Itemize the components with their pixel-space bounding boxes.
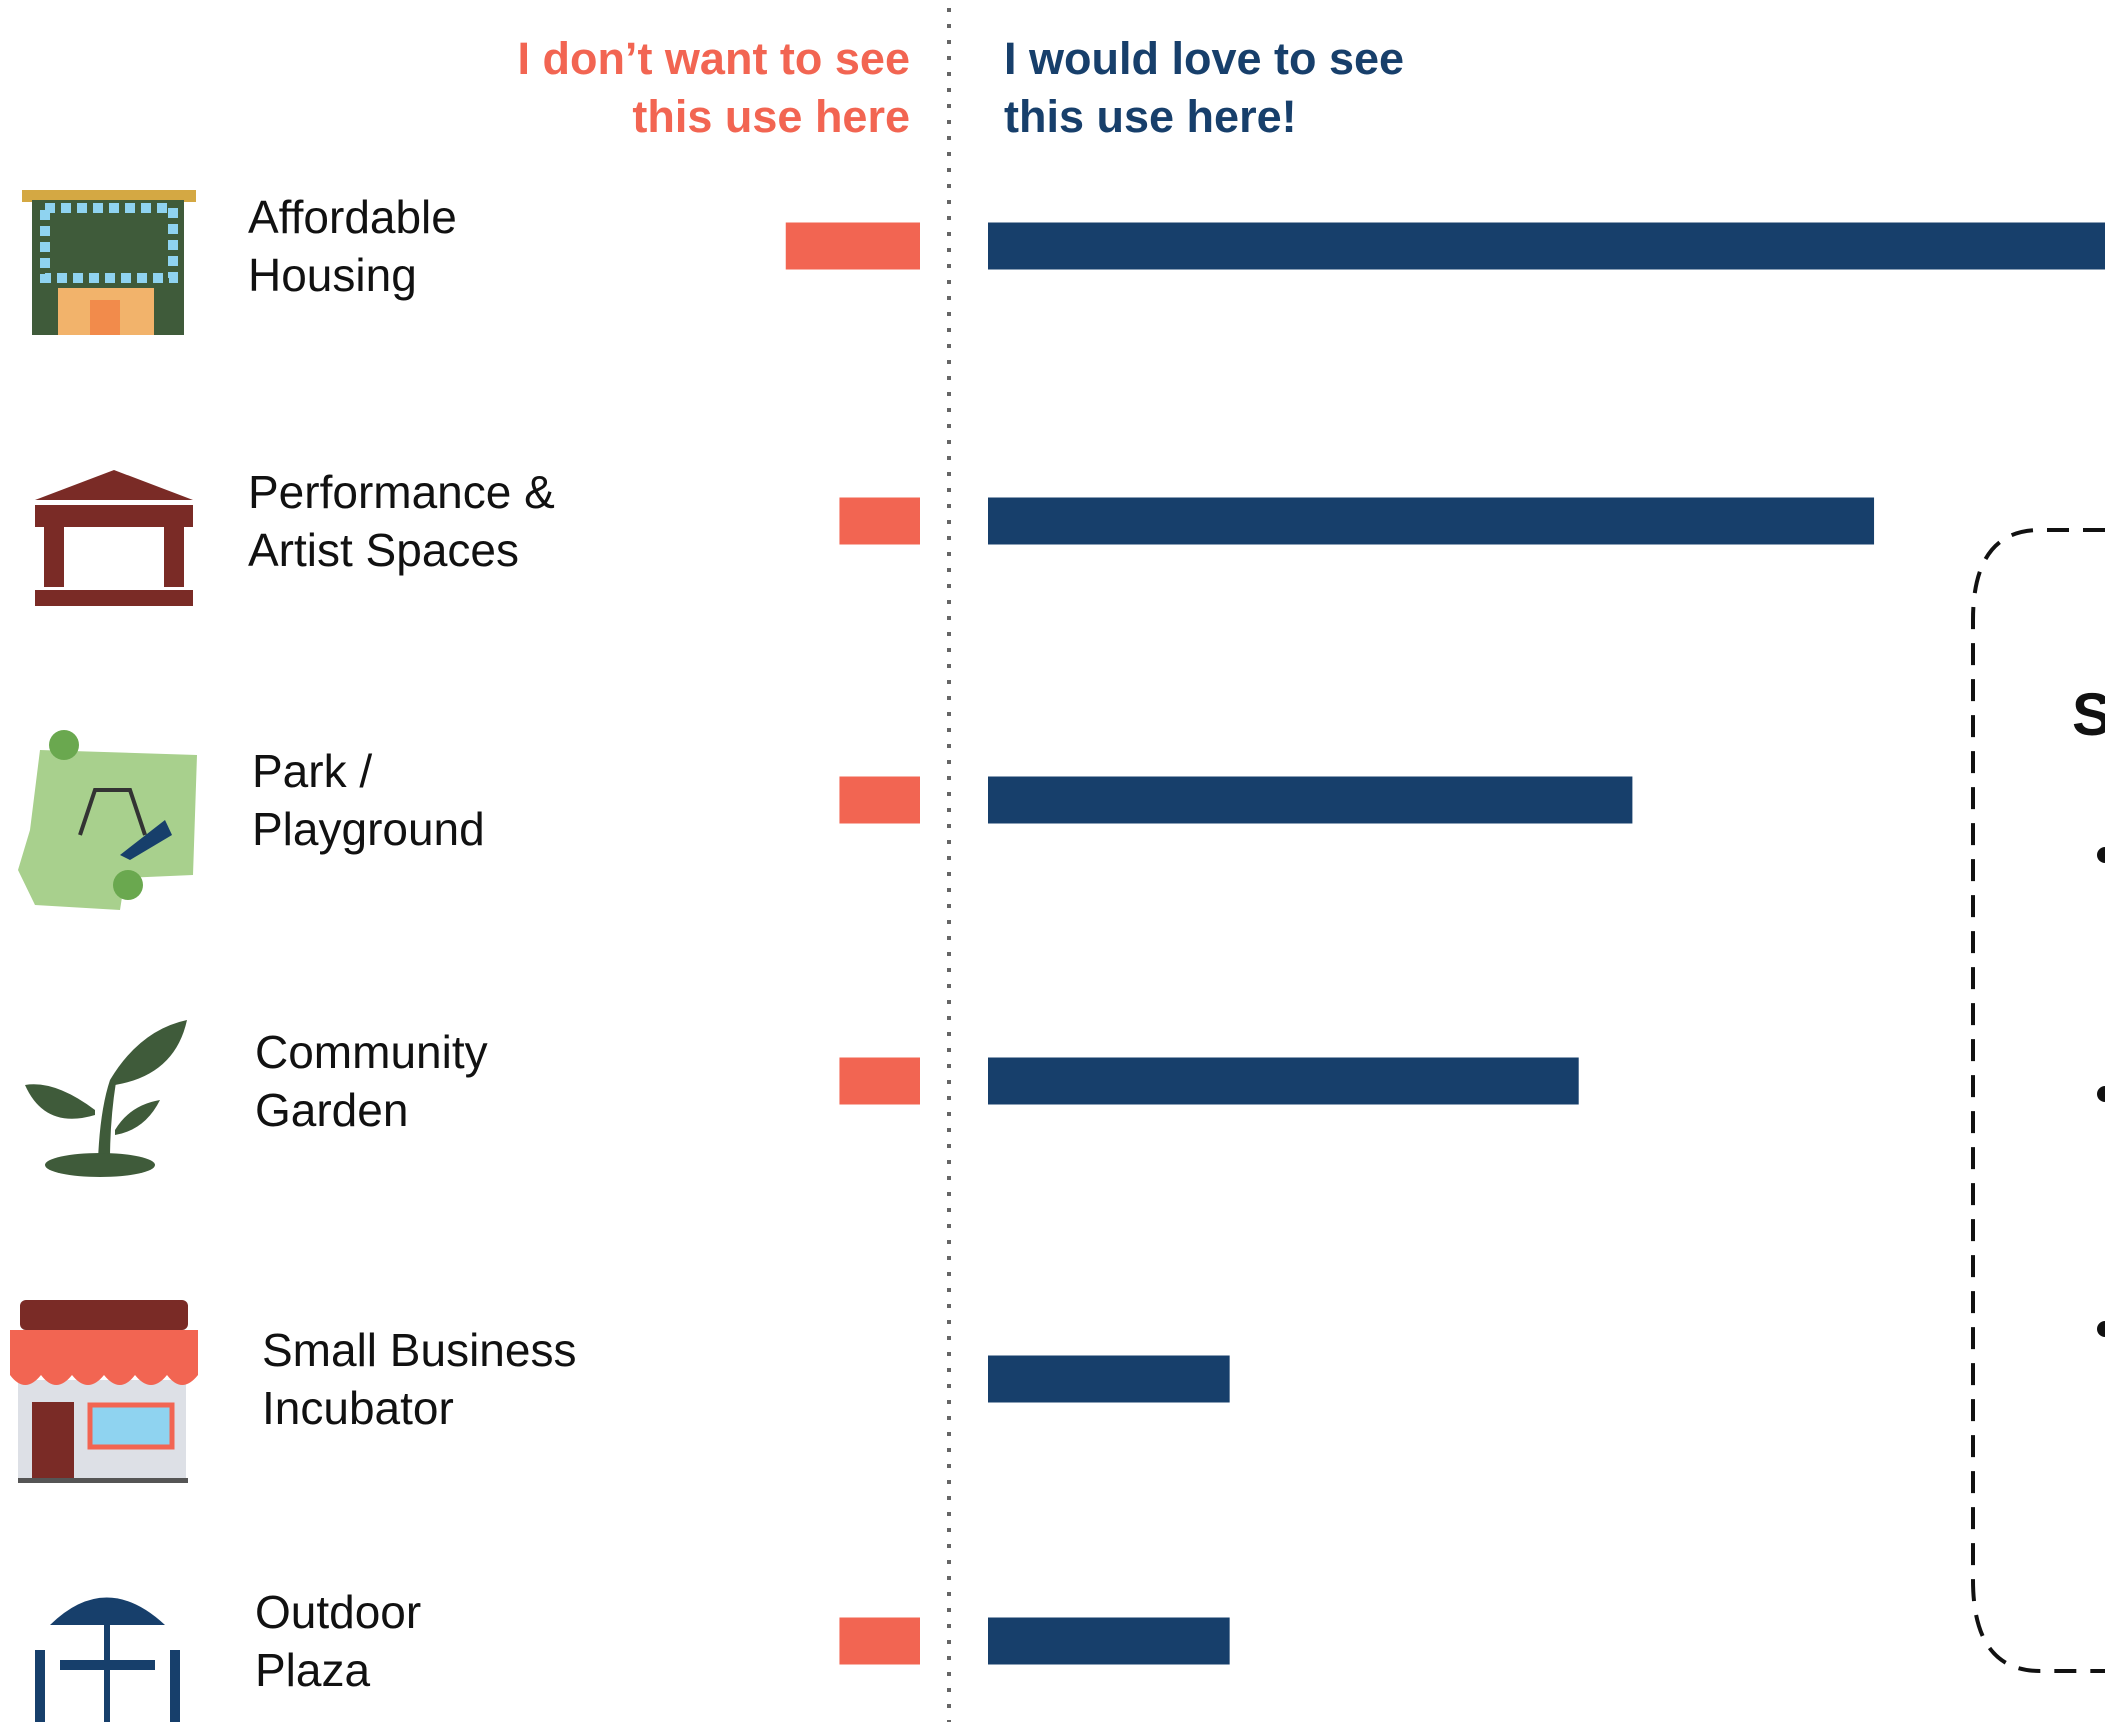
- bar: [839, 776, 920, 824]
- category-label: Community Garden: [255, 1026, 488, 1136]
- category-label: Affordable Housing: [248, 191, 457, 301]
- bar: [988, 1057, 1579, 1105]
- bullet: [2097, 1086, 2105, 1102]
- category-label: Outdoor Plaza: [255, 1586, 422, 1696]
- plaza-icon: [35, 1597, 180, 1722]
- bar: [839, 1617, 920, 1665]
- bar: [839, 1057, 920, 1105]
- box-title: S: [2072, 681, 2105, 748]
- right-heading: I would love to see this use here!: [1004, 33, 1405, 142]
- garden-icon: [25, 1020, 187, 1177]
- bar: [988, 1617, 1230, 1665]
- left-heading: I don’t want to see this use here: [517, 33, 910, 142]
- bar: [988, 497, 1875, 545]
- bar: [988, 776, 1633, 824]
- category-label: Small Business Incubator: [262, 1324, 577, 1434]
- park-icon: [18, 730, 197, 910]
- performance-icon: [35, 470, 193, 606]
- bullet: [2097, 1321, 2105, 1337]
- bar: [839, 497, 920, 545]
- bar: [988, 1355, 1230, 1403]
- housing-icon: [22, 190, 196, 335]
- shop-icon: [10, 1300, 198, 1483]
- category-label: Performance & Artist Spaces: [248, 466, 555, 576]
- bar: [988, 222, 2105, 270]
- category-label: Park / Playground: [252, 745, 485, 855]
- bar: [785, 222, 920, 270]
- bullet: [2097, 847, 2105, 863]
